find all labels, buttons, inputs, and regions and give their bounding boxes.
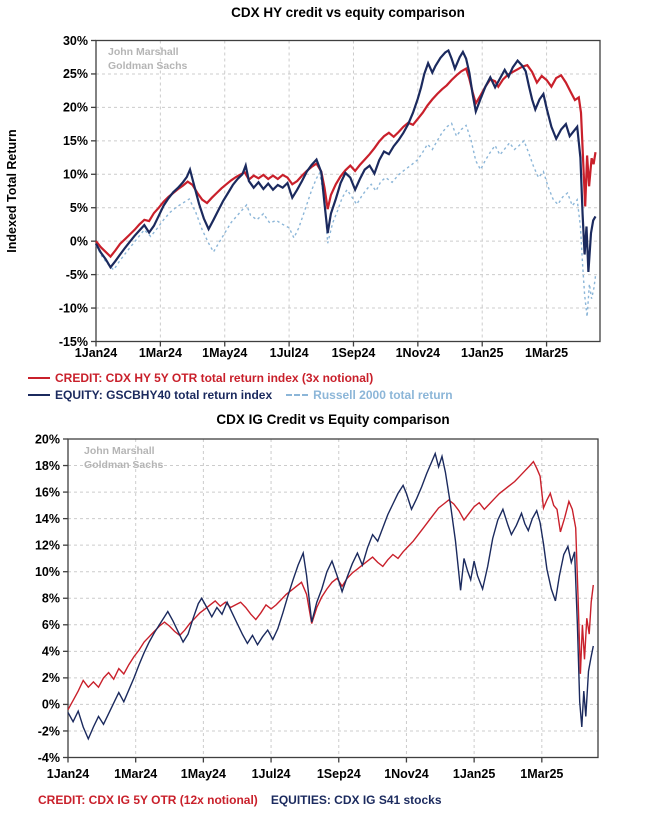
ig-equities-legend-label: EQUITIES: CDX IG S41 stocks: [270, 792, 442, 807]
svg-text:1Jan25: 1Jan25: [453, 767, 495, 781]
svg-text:1Sep24: 1Sep24: [317, 767, 361, 781]
credit-line-swatch: [28, 376, 50, 379]
ig-chart-title: CDX IG Credit vs Equity comparison: [216, 412, 450, 427]
svg-text:1Jul24: 1Jul24: [270, 346, 309, 360]
svg-text:1May24: 1May24: [181, 767, 226, 781]
hy-credit-legend-label: CREDIT: CDX HY 5Y OTR total return index…: [55, 370, 374, 385]
svg-text:1Sep24: 1Sep24: [332, 346, 376, 360]
watermark-line-1: John Marshall: [108, 46, 179, 58]
svg-text:8%: 8%: [42, 592, 60, 606]
ig-credit-legend-label: CREDIT: CDX IG 5Y OTR (12x notional): [38, 792, 258, 807]
watermark: John Marshall Goldman Sachs: [84, 444, 163, 472]
svg-text:1Jan25: 1Jan25: [461, 346, 503, 360]
hy-chart-plot: 30% 25% 20% 15% 10% 5% 0% -5% -10% -15%1Jan24 1Mar…: [59, 34, 601, 360]
hy-legend-row-equity: EQUITY: GSCBHY40 total return index Russ…: [28, 387, 453, 402]
svg-text:0%: 0%: [42, 698, 60, 712]
svg-text:14%: 14%: [35, 512, 60, 526]
russell-dashed-line-swatch: [286, 393, 309, 396]
svg-text:30%: 30%: [63, 34, 88, 48]
svg-text:5%: 5%: [70, 201, 88, 215]
svg-text:1Nov24: 1Nov24: [384, 767, 429, 781]
svg-text:16%: 16%: [35, 485, 60, 499]
russell-legend-label: Russell 2000 total return: [313, 387, 453, 402]
svg-text:-5%: -5%: [66, 268, 88, 282]
svg-text:-15%: -15%: [59, 335, 88, 349]
svg-text:12%: 12%: [35, 538, 60, 552]
hy-equity-legend-label: EQUITY: GSCBHY40 total return index: [55, 387, 273, 402]
watermark-line-1: John Marshall: [84, 445, 155, 457]
watermark-line-2: Goldman Sachs: [84, 459, 164, 471]
svg-text:0%: 0%: [70, 234, 88, 248]
svg-text:1Nov24: 1Nov24: [396, 346, 441, 360]
svg-text:20%: 20%: [35, 432, 60, 446]
hy-chart-title: CDX HY credit vs equity comparison: [231, 5, 465, 20]
svg-text:-10%: -10%: [59, 301, 88, 315]
svg-text:20%: 20%: [63, 101, 88, 115]
svg-text:2%: 2%: [42, 671, 60, 685]
svg-text:25%: 25%: [63, 67, 88, 81]
svg-text:1Mar25: 1Mar25: [525, 346, 568, 360]
svg-text:15%: 15%: [63, 134, 88, 148]
svg-text:18%: 18%: [35, 459, 60, 473]
equity-line-swatch: [28, 393, 50, 396]
svg-text:1May24: 1May24: [202, 346, 247, 360]
ig-chart-plot: 20% 18% 16% 14% 12% 10% 8% 6% 4% 2% 0% -2% -4% 1Jan24…: [35, 432, 599, 781]
svg-text:1Jul24: 1Jul24: [252, 767, 291, 781]
svg-text:1Mar24: 1Mar24: [139, 346, 182, 360]
hy-legend-row-credit: CREDIT: CDX HY 5Y OTR total return index…: [28, 370, 373, 385]
svg-text:1Jan24: 1Jan24: [75, 346, 117, 360]
svg-text:-2%: -2%: [38, 724, 60, 738]
svg-text:1Mar25: 1Mar25: [520, 767, 563, 781]
svg-text:6%: 6%: [42, 618, 60, 632]
ig-legend-row: CREDIT: CDX IG 5Y OTR (12x notional) EQU…: [38, 792, 442, 807]
svg-text:4%: 4%: [42, 645, 60, 659]
svg-text:10%: 10%: [35, 565, 60, 579]
svg-text:10%: 10%: [63, 168, 88, 182]
svg-text:1Mar24: 1Mar24: [114, 767, 157, 781]
y-axis-title: Indexed Total Return: [5, 129, 19, 253]
watermark-line-2: Goldman Sachs: [108, 60, 188, 72]
svg-text:-4%: -4%: [38, 751, 60, 765]
svg-text:1Jan24: 1Jan24: [47, 767, 89, 781]
watermark: John Marshall Goldman Sachs: [108, 45, 187, 73]
